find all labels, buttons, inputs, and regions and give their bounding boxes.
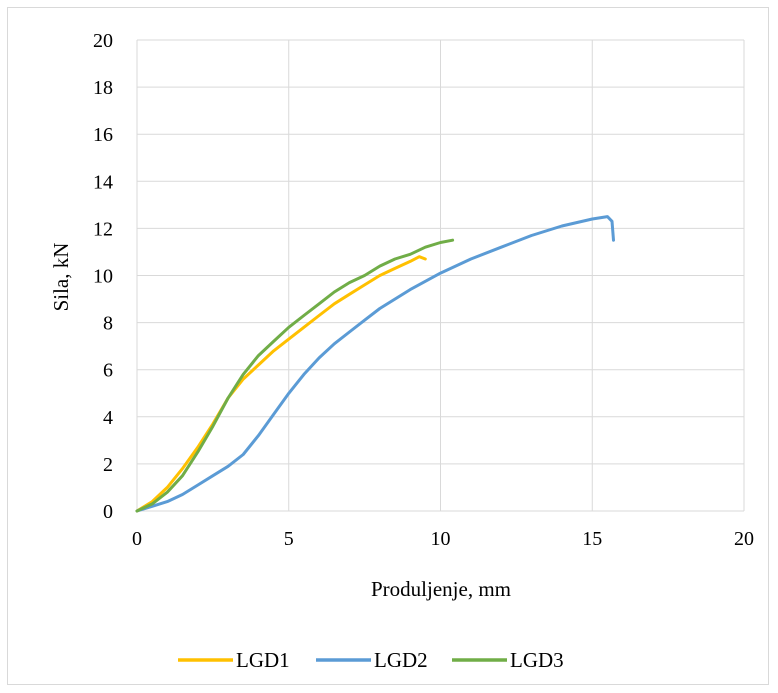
y-tick-label: 18 [93,77,113,99]
series-layer [135,215,615,513]
legend-label-lgd1: LGD1 [236,648,290,672]
y-axis-title: Sila, kN [49,243,73,312]
y-tick-label: 20 [93,30,113,52]
tick-labels: 0 2 4 6 8 10 12 14 16 18 20 0 5 10 15 20 [93,30,754,550]
y-tick-label: 4 [103,407,113,429]
y-tick-label: 12 [93,218,113,240]
y-tick-label: 8 [103,313,113,335]
x-tick-label: 5 [284,528,294,550]
x-axis-title: Produljenje, mm [371,577,511,601]
y-tick-label: 14 [93,171,113,193]
series-line-lgd1 [135,255,427,513]
x-tick-label: 10 [431,528,451,550]
legend: LGD1 LGD2 LGD3 [178,648,564,672]
x-tick-label: 0 [132,528,142,550]
y-tick-label: 2 [103,454,113,476]
y-tick-label: 6 [103,360,113,382]
x-tick-label: 20 [734,528,754,550]
chart-frame [7,7,769,685]
legend-label-lgd3: LGD3 [510,648,564,672]
series-line-lgd2 [135,215,615,513]
series-line-lgd3 [135,238,455,513]
y-tick-label: 0 [103,501,113,523]
grid [136,39,745,512]
y-tick-label: 10 [93,266,113,288]
y-tick-label: 16 [93,124,113,146]
x-tick-label: 15 [582,528,602,550]
legend-label-lgd2: LGD2 [374,648,428,672]
